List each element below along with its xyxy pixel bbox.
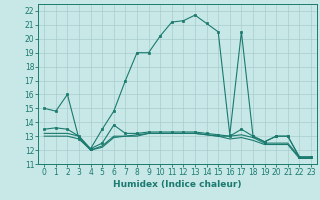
X-axis label: Humidex (Indice chaleur): Humidex (Indice chaleur): [113, 180, 242, 189]
